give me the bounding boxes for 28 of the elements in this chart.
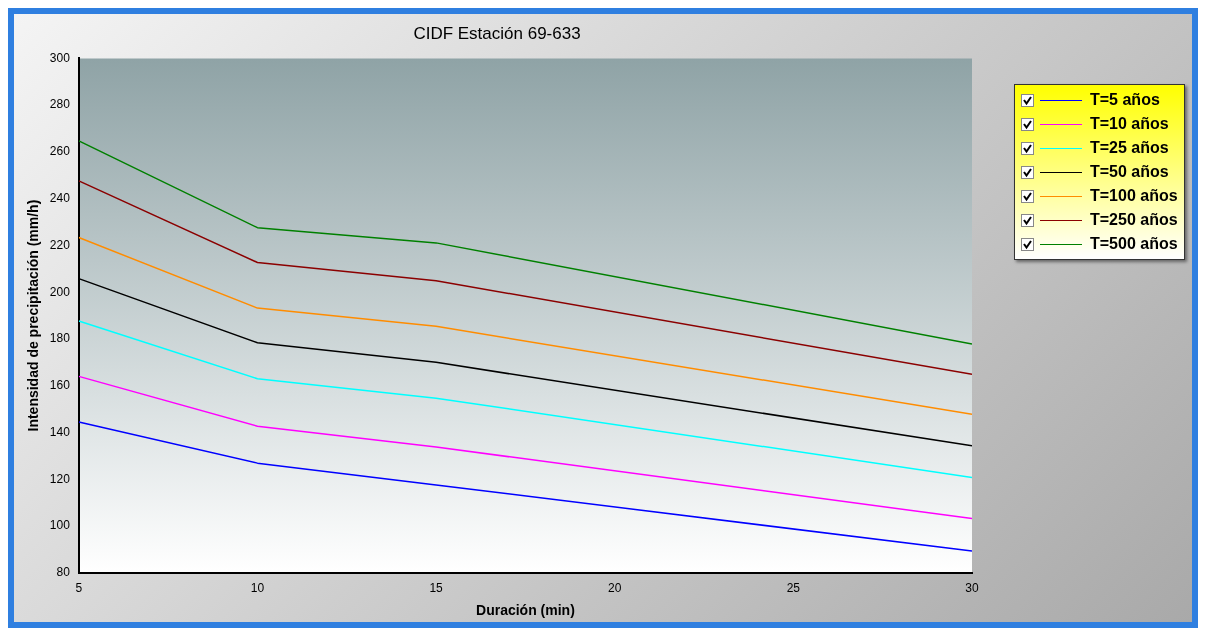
y-tick-label: 200 — [49, 284, 71, 299]
x-tick-label: 15 — [429, 581, 444, 596]
legend-label: T=50 años — [1090, 163, 1169, 181]
y-tick-label: 140 — [49, 424, 71, 439]
legend-label: T=10 años — [1090, 115, 1169, 133]
legend-label: T=250 años — [1090, 211, 1178, 229]
x-tick-label: 10 — [250, 581, 265, 596]
y-tick-label: 160 — [49, 378, 71, 393]
y-tick-label: 220 — [49, 237, 71, 252]
x-tick-label: 5 — [75, 581, 83, 596]
x-tick-label: 25 — [786, 581, 801, 596]
x-tick-label: 20 — [608, 581, 622, 596]
y-tick-label: 280 — [49, 97, 71, 112]
legend-label: T=500 años — [1090, 235, 1178, 253]
y-tick-label: 120 — [49, 471, 71, 486]
legend-label: T=25 años — [1090, 139, 1169, 157]
y-tick-label: 180 — [49, 331, 71, 346]
x-tick-label: 30 — [965, 581, 979, 596]
y-tick-label: 300 — [49, 50, 71, 65]
legend-label: T=5 años — [1090, 91, 1160, 109]
y-axis-title: Intensidad de precipitación (mm/h) — [25, 199, 42, 432]
y-tick-label: 260 — [49, 144, 71, 159]
y-tick-label: 240 — [49, 191, 71, 205]
chart-title: CIDF Estación 69-633 — [413, 23, 581, 43]
y-tick-label: 100 — [49, 518, 71, 533]
y-tick-label: 80 — [56, 565, 71, 580]
legend-label: T=100 años — [1090, 187, 1178, 205]
x-axis-title: Duración (min) — [476, 602, 575, 619]
